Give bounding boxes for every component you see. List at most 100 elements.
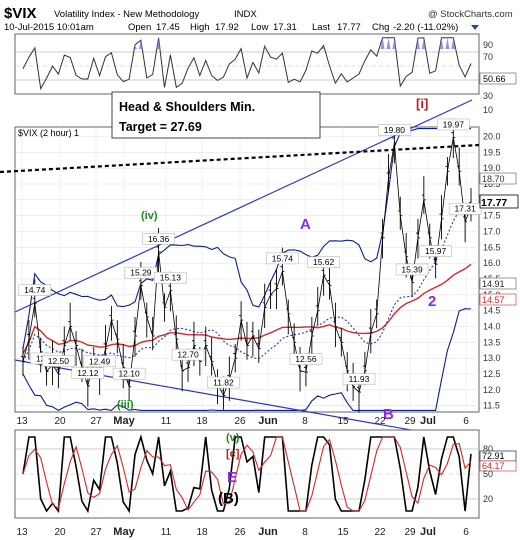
x-tick-label: 18 xyxy=(196,416,208,427)
price-point-label-box xyxy=(395,263,429,276)
lower-box-64-17 xyxy=(479,460,517,472)
x-tick-label: 15 xyxy=(337,416,349,427)
chg-value: -2.20 (-11.02%) xyxy=(393,22,458,33)
x-tick-label: 18 xyxy=(196,527,208,538)
price-point-label: 15.29 xyxy=(130,268,152,278)
lower-band-line xyxy=(22,308,472,412)
stochastic-d-line xyxy=(22,436,472,512)
lower-label-72-91: 72.91 xyxy=(482,451,505,461)
rsi-line xyxy=(22,37,472,91)
rsi-frame xyxy=(14,33,480,95)
x-tick-label: 29 xyxy=(404,527,416,538)
price-point-label: 19.80 xyxy=(384,125,406,135)
x-tick-label: 26 xyxy=(234,527,246,538)
triangle-down-icon[interactable] xyxy=(471,25,479,30)
price-point-label-box xyxy=(342,373,376,385)
x-tick-label: Jul xyxy=(420,415,436,427)
price-point-label: 15.74 xyxy=(272,253,294,263)
upper-band-line xyxy=(22,128,471,349)
label-box-17-77 xyxy=(479,194,519,209)
lower-tick-80: 80 xyxy=(483,444,493,454)
price-point-label-box xyxy=(71,367,105,379)
price-point-label: 17.31 xyxy=(454,204,476,214)
wave-label-iv: (iv) xyxy=(141,210,158,222)
price-point-label-box xyxy=(419,245,452,257)
x-tick-label: 27 xyxy=(90,416,102,427)
wave-labels: [i] (iv) A 2 (iii) B xyxy=(117,96,436,423)
x-tick-label: 15 xyxy=(337,527,349,538)
lower-wave-v: (v) xyxy=(226,432,240,444)
y-tick-label: 17.0 xyxy=(483,227,501,237)
rsi-value-box xyxy=(479,72,517,85)
price-point-label-box xyxy=(307,256,340,268)
lower-wave-b: (B) xyxy=(218,490,239,507)
x-tick-label: Jul xyxy=(420,526,436,538)
price-point-label-box xyxy=(18,284,52,296)
price-point-label: 15.39 xyxy=(401,264,423,274)
x-tick-label: May xyxy=(113,415,135,427)
x-tick-label: 6 xyxy=(463,416,469,427)
index-name: Volatility Index - New Methodology xyxy=(54,9,199,20)
x-tick-label: May xyxy=(113,526,135,538)
price-point-labels: 19.80 19.97 14.74 16.36 15.29 15.13 15.74 15.62… xyxy=(18,118,482,389)
y-tick-label: 12.0 xyxy=(483,385,501,395)
label-box-14-91 xyxy=(479,277,517,290)
exchange-name: INDX xyxy=(234,9,257,20)
price-point-label-box xyxy=(289,353,323,365)
x-tick-label: 22 xyxy=(374,527,386,538)
rsi-current: 50.66 xyxy=(483,74,506,84)
open-label: Open xyxy=(128,22,151,33)
rsi-tick-90: 90 xyxy=(483,40,493,50)
x-tick-label: 8 xyxy=(302,416,308,427)
chg-label: Chg xyxy=(372,22,389,33)
open-value: 17.45 xyxy=(156,22,180,33)
price-point-label: 14.74 xyxy=(24,285,46,295)
lower-panel: (v) [c] E (B) 80 72.91 64.17 50 20 xyxy=(14,429,517,519)
price-subtitle: $VIX (2 hour) 1 xyxy=(18,128,79,138)
y-tick-label: 17.5 xyxy=(483,211,501,221)
y-tick-label: 20.0 xyxy=(483,132,501,142)
x-tick-label: 26 xyxy=(234,416,246,427)
high-value: 17.92 xyxy=(215,22,239,33)
price-point-label: 11.82 xyxy=(213,378,234,388)
annotation-box xyxy=(111,91,321,139)
price-point-label: 12.49 xyxy=(89,356,111,366)
price-point-label: 15.13 xyxy=(160,273,182,283)
right-label-14-57: 14.57 xyxy=(482,295,505,305)
wave-label-b: B xyxy=(383,406,394,423)
price-right-labels: 18.70 17.77 14.91 14.57 xyxy=(479,172,519,306)
y-tick-label: 19.5 xyxy=(483,147,501,157)
last-value: 17.77 xyxy=(337,22,361,33)
annotation-line2: Target = 27.69 xyxy=(119,120,202,134)
price-point-label-box xyxy=(171,348,205,361)
symbol-title: $VIX xyxy=(4,5,37,22)
price-point-label: 12.56 xyxy=(295,354,317,364)
wave-label-i: [i] xyxy=(416,96,428,111)
wave-label-2: 2 xyxy=(428,293,436,310)
x-tick-label: 22 xyxy=(374,416,386,427)
price-point-label-box xyxy=(448,202,482,215)
x-tick-label: 29 xyxy=(404,416,416,427)
x-tick-label: 20 xyxy=(54,416,66,427)
lower-wave-e: E xyxy=(227,469,237,486)
y-tick-label: 13.0 xyxy=(483,353,501,363)
price-point-label: 12.10 xyxy=(118,369,140,379)
rsi-tick-70: 70 xyxy=(483,52,493,62)
price-point-label: 15.97 xyxy=(425,246,447,256)
price-point-label-box xyxy=(266,252,299,265)
lower-wave-c: [c] xyxy=(226,448,240,460)
x-tick-label: 11 xyxy=(161,416,172,427)
price-point-label-box xyxy=(154,271,187,284)
right-label-14-91: 14.91 xyxy=(482,279,505,289)
y-tick-label: 16.5 xyxy=(483,242,501,252)
price-point-label-box xyxy=(437,118,470,131)
x-tick-label: Jun xyxy=(258,415,278,427)
low-value: 17.31 xyxy=(273,22,297,33)
stochastic-k-line xyxy=(22,434,472,514)
x-tick-label: 20 xyxy=(54,527,66,538)
x-tick-label: Jun xyxy=(258,526,278,538)
price-point-label-box xyxy=(142,233,175,245)
price-point-label-box xyxy=(207,376,240,389)
x-tick-label: 27 xyxy=(90,527,102,538)
